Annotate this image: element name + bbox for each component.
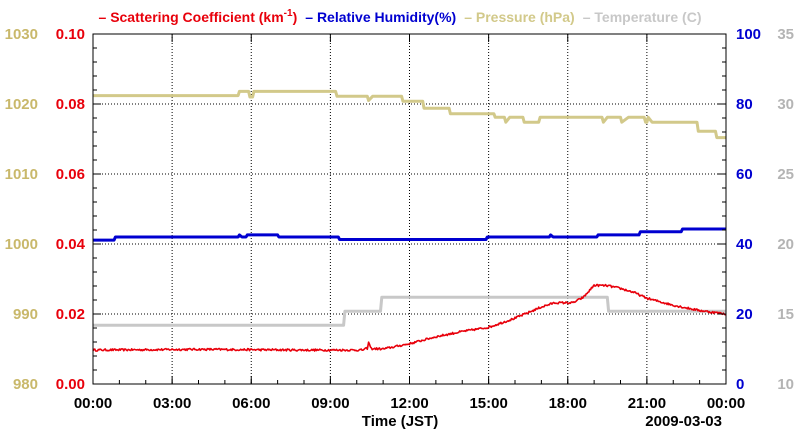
series-line-humidity <box>93 227 726 242</box>
scattering-axis-label: 0.10 <box>56 26 85 43</box>
humidity-axis-label: 40 <box>736 236 753 253</box>
series-line-temperature <box>93 295 726 327</box>
legend-marker-2: – <box>464 9 476 25</box>
x-tick-label: 18:00 <box>549 395 587 412</box>
tick-labels: 00:00 03:00 06:00 09:00 12:00 15:00 18:00 21:00… <box>5 26 794 412</box>
humidity-axis-label: 80 <box>736 96 753 113</box>
x-tick-label: 06:00 <box>232 395 270 412</box>
tick-marks <box>92 33 727 385</box>
legend-superscript: -1 <box>284 8 293 19</box>
legend-marker-3: – <box>583 9 595 25</box>
legend: – Scattering Coefficient (km-1) – Relativ… <box>99 8 702 25</box>
legend-entry-tail: ) <box>293 9 298 25</box>
legend-marker-1: – <box>305 9 317 25</box>
humidity-axis-label: 20 <box>736 306 753 323</box>
temperature-axis-label: 35 <box>777 26 794 43</box>
scattering-axis-label: 0.04 <box>56 236 86 253</box>
series-layer <box>92 89 727 352</box>
legend-marker-0: – <box>99 9 111 25</box>
date-label: 2009-03-03 <box>645 413 722 430</box>
humidity-axis-label: 60 <box>736 166 753 183</box>
series-line-scattering <box>92 283 727 352</box>
pressure-axis-label: 1010 <box>5 166 38 183</box>
x-tick-label: 21:00 <box>628 395 666 412</box>
gridlines <box>93 34 726 384</box>
x-tick-label: 00:00 <box>707 395 745 412</box>
pressure-axis-label: 1020 <box>5 96 38 113</box>
pressure-axis-label: 1000 <box>5 236 38 253</box>
temperature-axis-label: 25 <box>777 166 794 183</box>
legend-entry-1: Relative Humidity(%) <box>317 9 456 25</box>
humidity-axis-label: 100 <box>736 26 761 43</box>
legend-entry-2: Pressure (hPa) <box>476 9 575 25</box>
series-line-pressure <box>93 89 726 140</box>
x-tick-label: 00:00 <box>74 395 112 412</box>
legend-text: – Scattering Coefficient (km-1) – Relativ… <box>99 8 702 25</box>
humidity-axis-label: 0 <box>736 376 744 393</box>
scattering-axis-label: 0.06 <box>56 166 85 183</box>
x-tick-label: 03:00 <box>153 395 191 412</box>
scattering-axis-label: 0.02 <box>56 306 85 323</box>
legend-entry-3: Temperature (C) <box>594 9 701 25</box>
temperature-axis-label: 15 <box>777 306 794 323</box>
pressure-axis-label: 990 <box>13 306 38 323</box>
x-tick-label: 12:00 <box>390 395 428 412</box>
pressure-axis-label: 1030 <box>5 26 38 43</box>
temperature-axis-label: 20 <box>777 236 794 253</box>
legend-entry-0: Scattering Coefficient (km <box>110 9 283 25</box>
scattering-axis-label: 0.08 <box>56 96 85 113</box>
scattering-axis-label: 0.00 <box>56 376 85 393</box>
temperature-axis-label: 10 <box>777 376 794 393</box>
pressure-axis-label: 980 <box>13 376 38 393</box>
temperature-axis-label: 30 <box>777 96 794 113</box>
x-tick-label: 15:00 <box>469 395 507 412</box>
x-tick-label: 09:00 <box>311 395 349 412</box>
x-axis-title: Time (JST) <box>362 413 438 430</box>
